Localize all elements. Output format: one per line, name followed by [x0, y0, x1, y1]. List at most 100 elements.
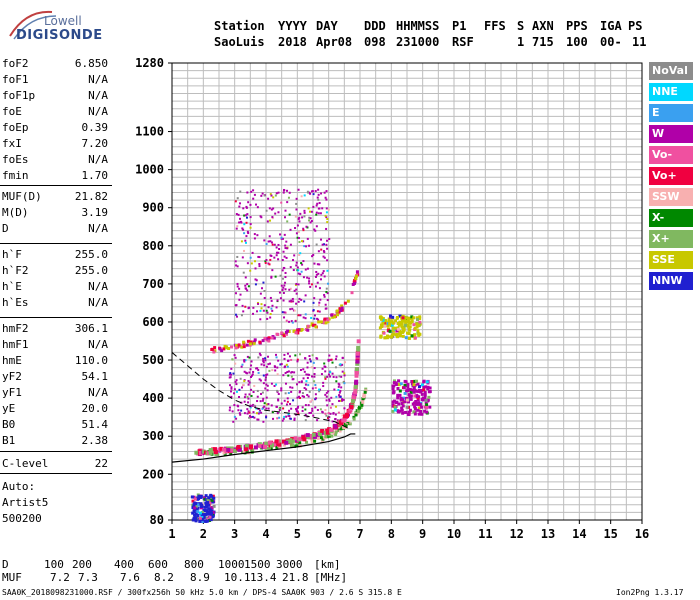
echo-point	[248, 415, 251, 418]
trace-point	[310, 438, 314, 442]
echo-point	[284, 311, 287, 314]
trace-point	[352, 417, 356, 421]
echo-point	[248, 393, 251, 396]
echo-point	[397, 402, 401, 406]
echo-point	[295, 197, 298, 200]
trace-point	[236, 444, 241, 449]
echo-point	[306, 393, 309, 396]
echo-point	[267, 262, 270, 265]
trace-point	[319, 436, 323, 440]
trace-point	[339, 427, 343, 431]
echo-point	[283, 255, 286, 258]
echo-point	[242, 383, 245, 386]
echo-point	[244, 239, 247, 242]
echo-point	[325, 287, 328, 290]
echo-point	[208, 500, 212, 504]
param-name: foE	[2, 105, 22, 118]
echo-point	[397, 379, 401, 383]
echo-point	[290, 320, 293, 323]
echo-point	[233, 415, 236, 418]
trace-point	[293, 436, 298, 441]
echo-point	[253, 404, 256, 407]
echo-point	[283, 353, 286, 356]
echo-point	[315, 213, 318, 216]
echo-point	[299, 212, 302, 215]
echo-point	[325, 216, 328, 219]
echo-point	[282, 250, 285, 253]
echo-point	[284, 244, 287, 247]
echo-point	[293, 289, 296, 292]
echo-point	[342, 398, 345, 401]
echo-point	[256, 418, 259, 421]
echo-point	[324, 214, 327, 217]
trace-point	[324, 321, 328, 325]
echo-point	[341, 414, 344, 417]
trace-point	[222, 347, 226, 351]
echo-point	[248, 381, 251, 384]
param-row: fmin 1.70	[0, 169, 112, 185]
echo-point	[252, 370, 255, 373]
muf-muf-value: 21.8	[282, 571, 309, 584]
echo-point	[269, 296, 272, 299]
echo-point	[302, 229, 305, 232]
echo-point	[241, 256, 244, 259]
y-tick-label: 1100	[135, 125, 164, 139]
echo-point	[313, 367, 316, 370]
muf-d-value: 1500	[244, 558, 271, 571]
echo-point	[204, 516, 208, 520]
echo-point	[252, 197, 255, 200]
echo-point	[408, 408, 412, 412]
echo-point	[253, 384, 256, 387]
trace-point	[291, 444, 295, 448]
echo-point	[327, 208, 330, 211]
echo-point	[405, 323, 409, 327]
trace-point	[354, 274, 358, 278]
trace-point	[250, 342, 254, 346]
echo-point	[410, 315, 414, 319]
trace-point	[358, 406, 362, 410]
echo-point	[323, 295, 326, 298]
echo-point	[266, 389, 269, 392]
echo-point	[276, 373, 279, 376]
trace-point	[218, 347, 222, 351]
echo-point	[302, 227, 305, 230]
trace-point	[333, 315, 337, 319]
echo-point	[298, 297, 301, 300]
echo-point	[249, 226, 252, 229]
echo-point	[252, 306, 255, 309]
echo-point	[389, 314, 393, 318]
echo-point	[326, 269, 329, 272]
echo-point	[324, 409, 327, 412]
echo-point	[331, 372, 334, 375]
muf-d-value: 1000	[218, 558, 245, 571]
echo-point	[275, 405, 278, 408]
param-row: foF2 6.850	[0, 57, 112, 73]
echo-point	[327, 373, 330, 376]
echo-point	[196, 510, 200, 514]
y-tick-label: 200	[142, 467, 164, 481]
echo-point	[280, 236, 283, 239]
echo-point	[232, 372, 235, 375]
param-name: MUF(D)	[2, 190, 42, 203]
autoscaling-info: Artist5	[2, 496, 49, 509]
trace-point	[295, 444, 299, 448]
echo-point	[281, 237, 284, 240]
echo-point	[310, 366, 313, 369]
echo-point	[395, 329, 399, 333]
trace-point	[230, 345, 234, 349]
legend-item: SSE	[649, 251, 693, 269]
echo-point	[236, 265, 239, 268]
param-value: 110.0	[74, 354, 108, 367]
param-value: 306.1	[74, 322, 108, 335]
echo-point	[244, 214, 247, 217]
echo-point	[406, 412, 410, 416]
echo-point	[320, 273, 323, 276]
echo-point	[243, 360, 246, 363]
echo-point	[265, 396, 268, 399]
echo-point	[268, 207, 271, 210]
echo-point	[229, 376, 232, 379]
echo-point	[301, 395, 304, 398]
echo-point	[312, 205, 315, 208]
muf-muf-value: 13.4	[250, 571, 277, 584]
echo-point	[396, 321, 400, 325]
